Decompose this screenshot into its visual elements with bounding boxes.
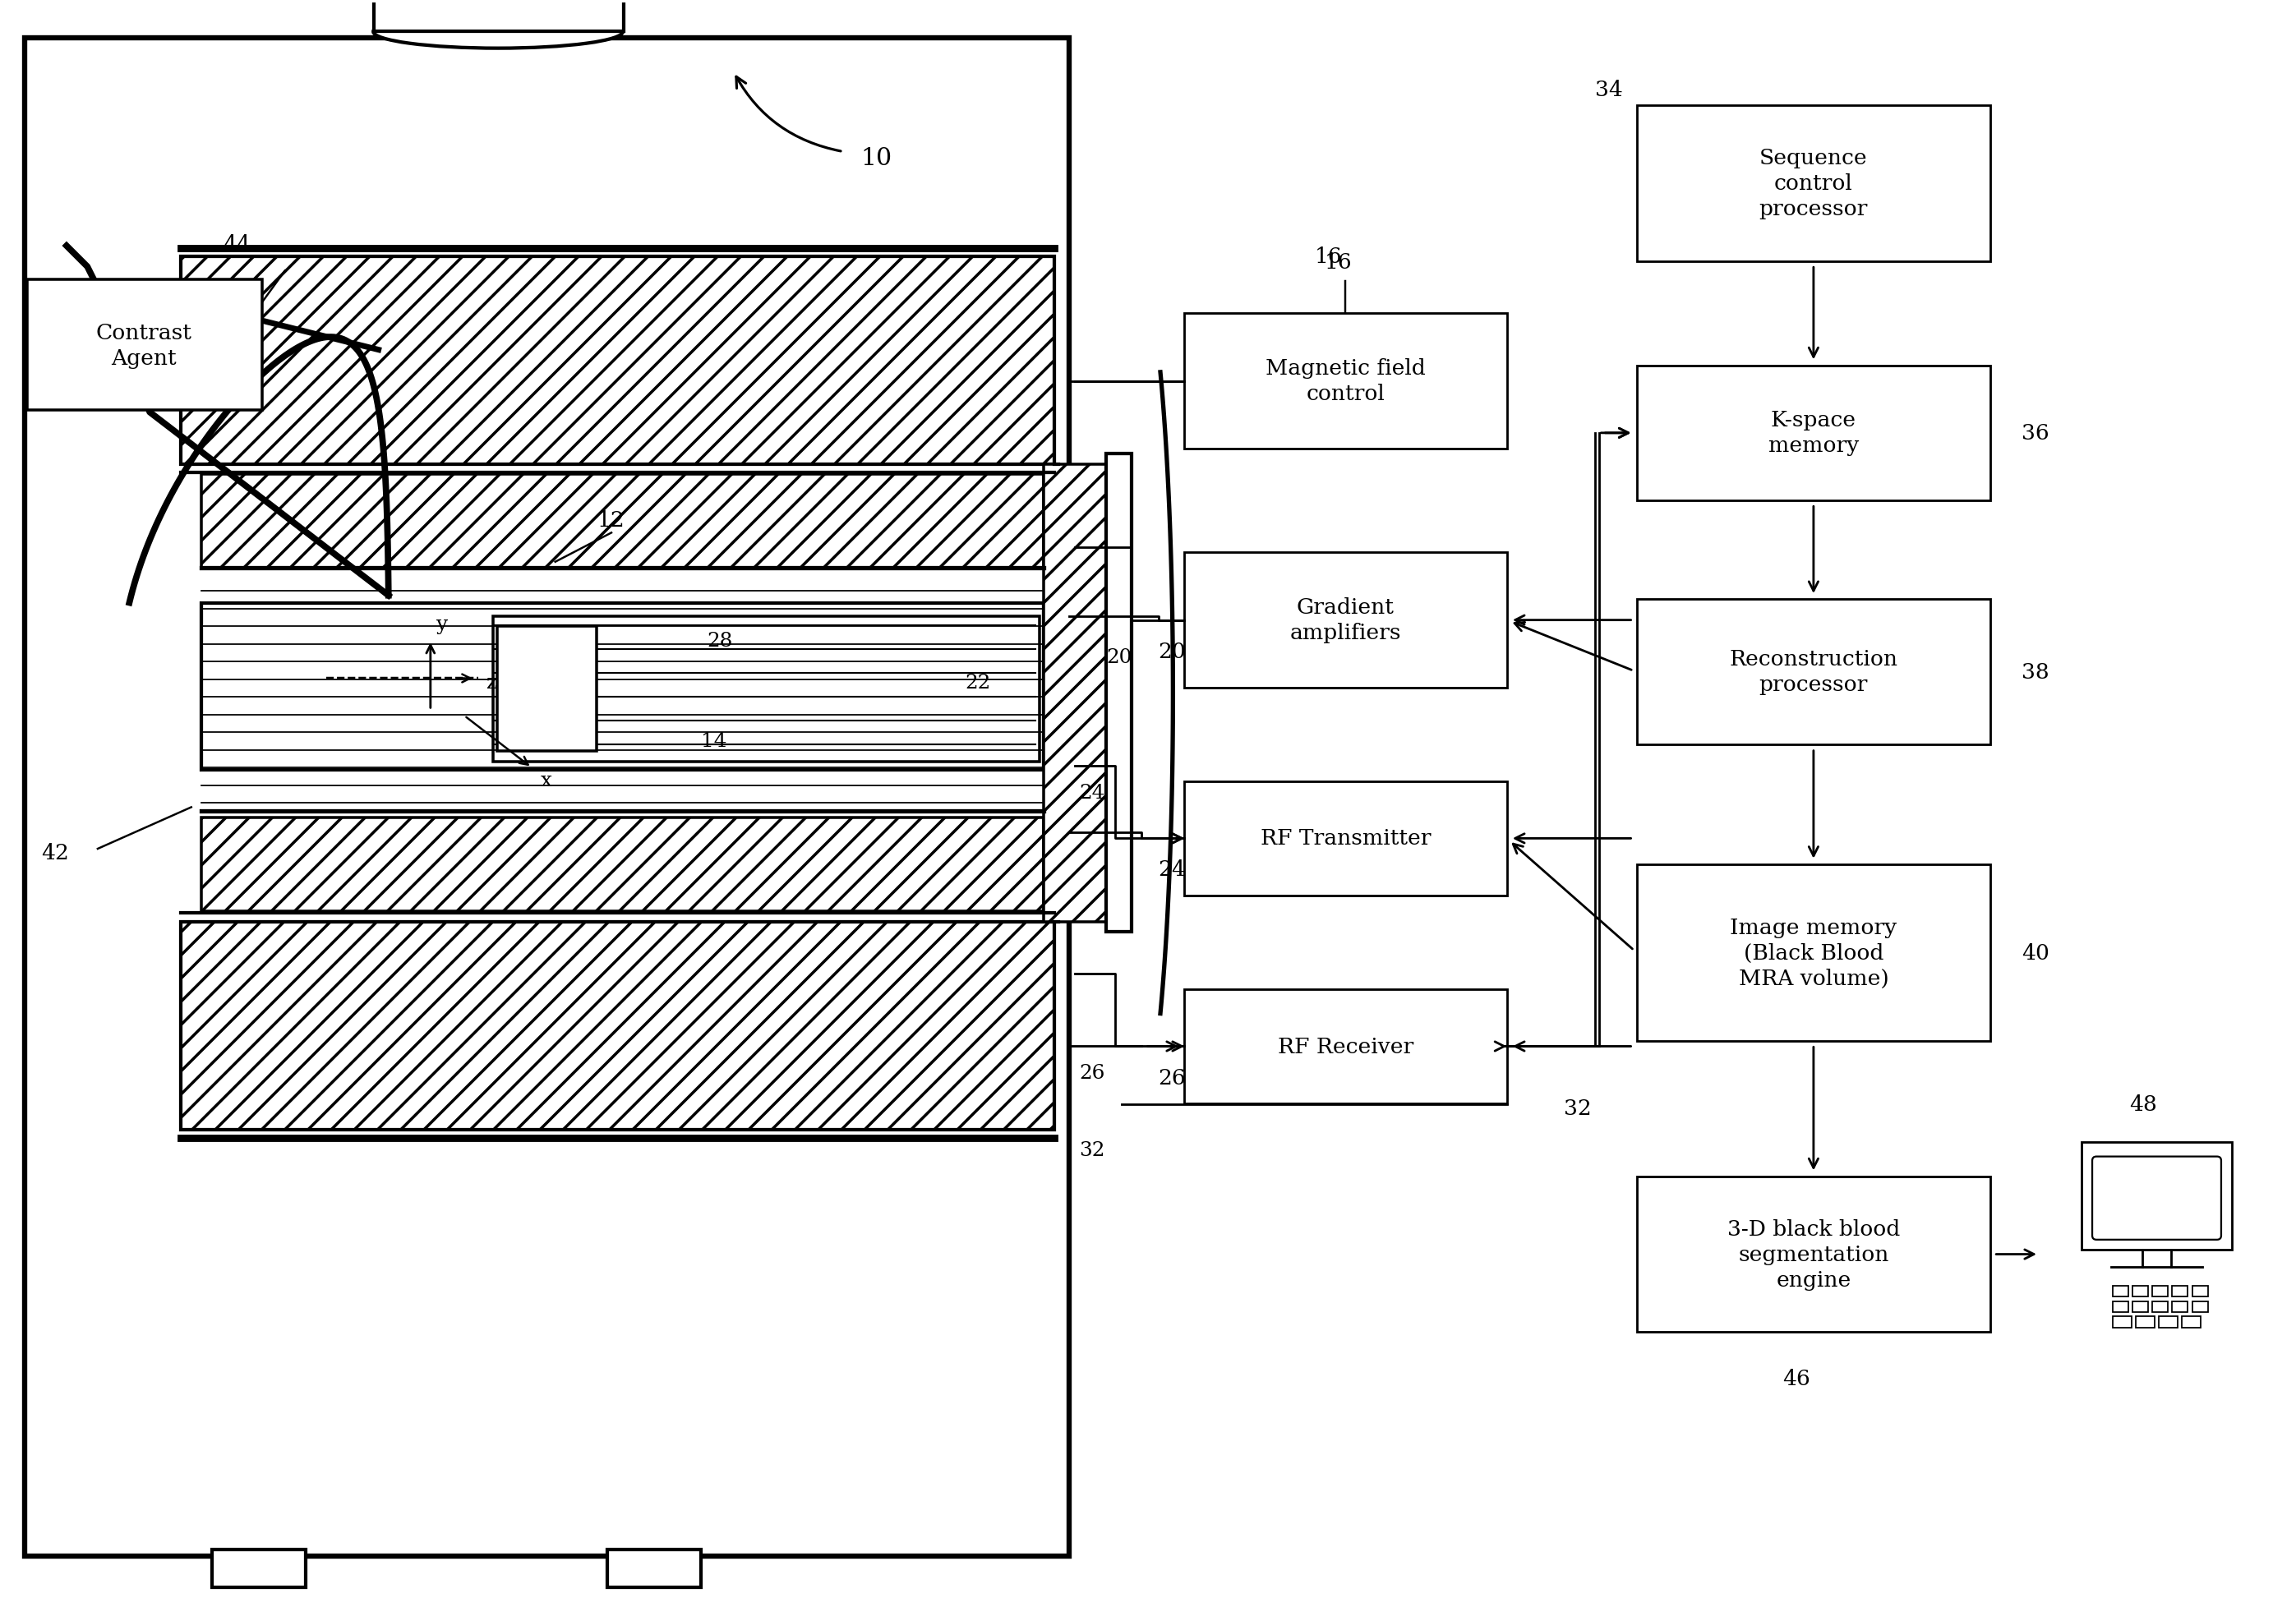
- FancyBboxPatch shape: [496, 627, 597, 751]
- FancyBboxPatch shape: [202, 475, 1045, 569]
- FancyBboxPatch shape: [1637, 600, 1991, 746]
- Text: 3-D black blood
segmentation
engine: 3-D black blood segmentation engine: [1727, 1219, 1899, 1290]
- Text: 26: 26: [1159, 1067, 1187, 1088]
- FancyBboxPatch shape: [1637, 105, 1991, 261]
- Text: 40: 40: [2020, 943, 2050, 963]
- FancyBboxPatch shape: [2172, 1285, 2188, 1297]
- FancyBboxPatch shape: [2112, 1302, 2128, 1313]
- Text: 36: 36: [2020, 423, 2048, 444]
- FancyBboxPatch shape: [2181, 1316, 2200, 1328]
- FancyBboxPatch shape: [2193, 1302, 2209, 1313]
- FancyBboxPatch shape: [1637, 1177, 1991, 1332]
- FancyBboxPatch shape: [2158, 1316, 2177, 1328]
- FancyBboxPatch shape: [1107, 454, 1132, 932]
- FancyBboxPatch shape: [1637, 366, 1991, 501]
- Text: 22: 22: [964, 673, 990, 692]
- Text: 20: 20: [1107, 648, 1132, 668]
- FancyBboxPatch shape: [2112, 1316, 2131, 1328]
- FancyBboxPatch shape: [2154, 1285, 2167, 1297]
- FancyBboxPatch shape: [2092, 1157, 2220, 1240]
- FancyBboxPatch shape: [1637, 864, 1991, 1041]
- Text: 32: 32: [1079, 1141, 1104, 1159]
- FancyBboxPatch shape: [2082, 1143, 2232, 1250]
- Text: 42: 42: [41, 843, 69, 864]
- Text: 38: 38: [2020, 661, 2048, 682]
- Text: 32: 32: [1564, 1099, 1591, 1118]
- Text: 34: 34: [1596, 79, 1623, 101]
- FancyBboxPatch shape: [1185, 781, 1506, 896]
- Text: 10: 10: [861, 148, 893, 170]
- FancyBboxPatch shape: [1045, 464, 1107, 922]
- Text: 24: 24: [1079, 783, 1104, 802]
- FancyBboxPatch shape: [28, 279, 262, 410]
- Text: 44: 44: [223, 233, 250, 254]
- FancyBboxPatch shape: [1185, 989, 1506, 1104]
- Text: 26: 26: [1079, 1063, 1104, 1083]
- FancyBboxPatch shape: [181, 922, 1054, 1130]
- FancyBboxPatch shape: [2154, 1302, 2167, 1313]
- Text: Reconstruction
processor: Reconstruction processor: [1729, 650, 1899, 695]
- Text: RF Transmitter: RF Transmitter: [1261, 828, 1430, 849]
- Text: Contrast
Agent: Contrast Agent: [96, 323, 191, 370]
- Text: y: y: [436, 614, 448, 634]
- FancyBboxPatch shape: [2133, 1285, 2149, 1297]
- Text: 16: 16: [1313, 246, 1343, 267]
- FancyBboxPatch shape: [1185, 553, 1506, 687]
- FancyBboxPatch shape: [2135, 1316, 2154, 1328]
- Text: 46: 46: [1782, 1368, 1809, 1389]
- Text: Sequence
control
processor: Sequence control processor: [1759, 148, 1869, 219]
- Text: 24: 24: [1159, 859, 1187, 880]
- FancyBboxPatch shape: [494, 616, 1040, 762]
- Text: 16: 16: [1325, 253, 1352, 272]
- FancyBboxPatch shape: [202, 817, 1045, 911]
- Text: 20: 20: [1159, 642, 1187, 661]
- FancyBboxPatch shape: [2193, 1285, 2209, 1297]
- Text: K-space
memory: K-space memory: [1768, 410, 1860, 456]
- FancyBboxPatch shape: [1185, 314, 1506, 449]
- Text: 48: 48: [2131, 1094, 2158, 1115]
- Text: x: x: [540, 772, 551, 789]
- FancyBboxPatch shape: [2133, 1302, 2149, 1313]
- Text: 14: 14: [700, 731, 728, 751]
- FancyBboxPatch shape: [25, 39, 1070, 1556]
- Text: RF Receiver: RF Receiver: [1277, 1036, 1414, 1057]
- FancyBboxPatch shape: [211, 1550, 305, 1587]
- Text: 28: 28: [707, 632, 732, 650]
- FancyBboxPatch shape: [202, 603, 1045, 770]
- FancyBboxPatch shape: [2112, 1285, 2128, 1297]
- Text: Image memory
(Black Blood
MRA volume): Image memory (Black Blood MRA volume): [1731, 917, 1896, 989]
- FancyBboxPatch shape: [181, 256, 1054, 464]
- FancyBboxPatch shape: [374, 0, 625, 32]
- Text: 12: 12: [597, 511, 625, 530]
- Text: z: z: [487, 673, 498, 692]
- FancyBboxPatch shape: [2172, 1302, 2188, 1313]
- Text: Gradient
amplifiers: Gradient amplifiers: [1290, 597, 1401, 644]
- FancyBboxPatch shape: [379, 3, 618, 39]
- FancyBboxPatch shape: [606, 1550, 700, 1587]
- Ellipse shape: [374, 15, 622, 49]
- Text: Magnetic field
control: Magnetic field control: [1265, 358, 1426, 404]
